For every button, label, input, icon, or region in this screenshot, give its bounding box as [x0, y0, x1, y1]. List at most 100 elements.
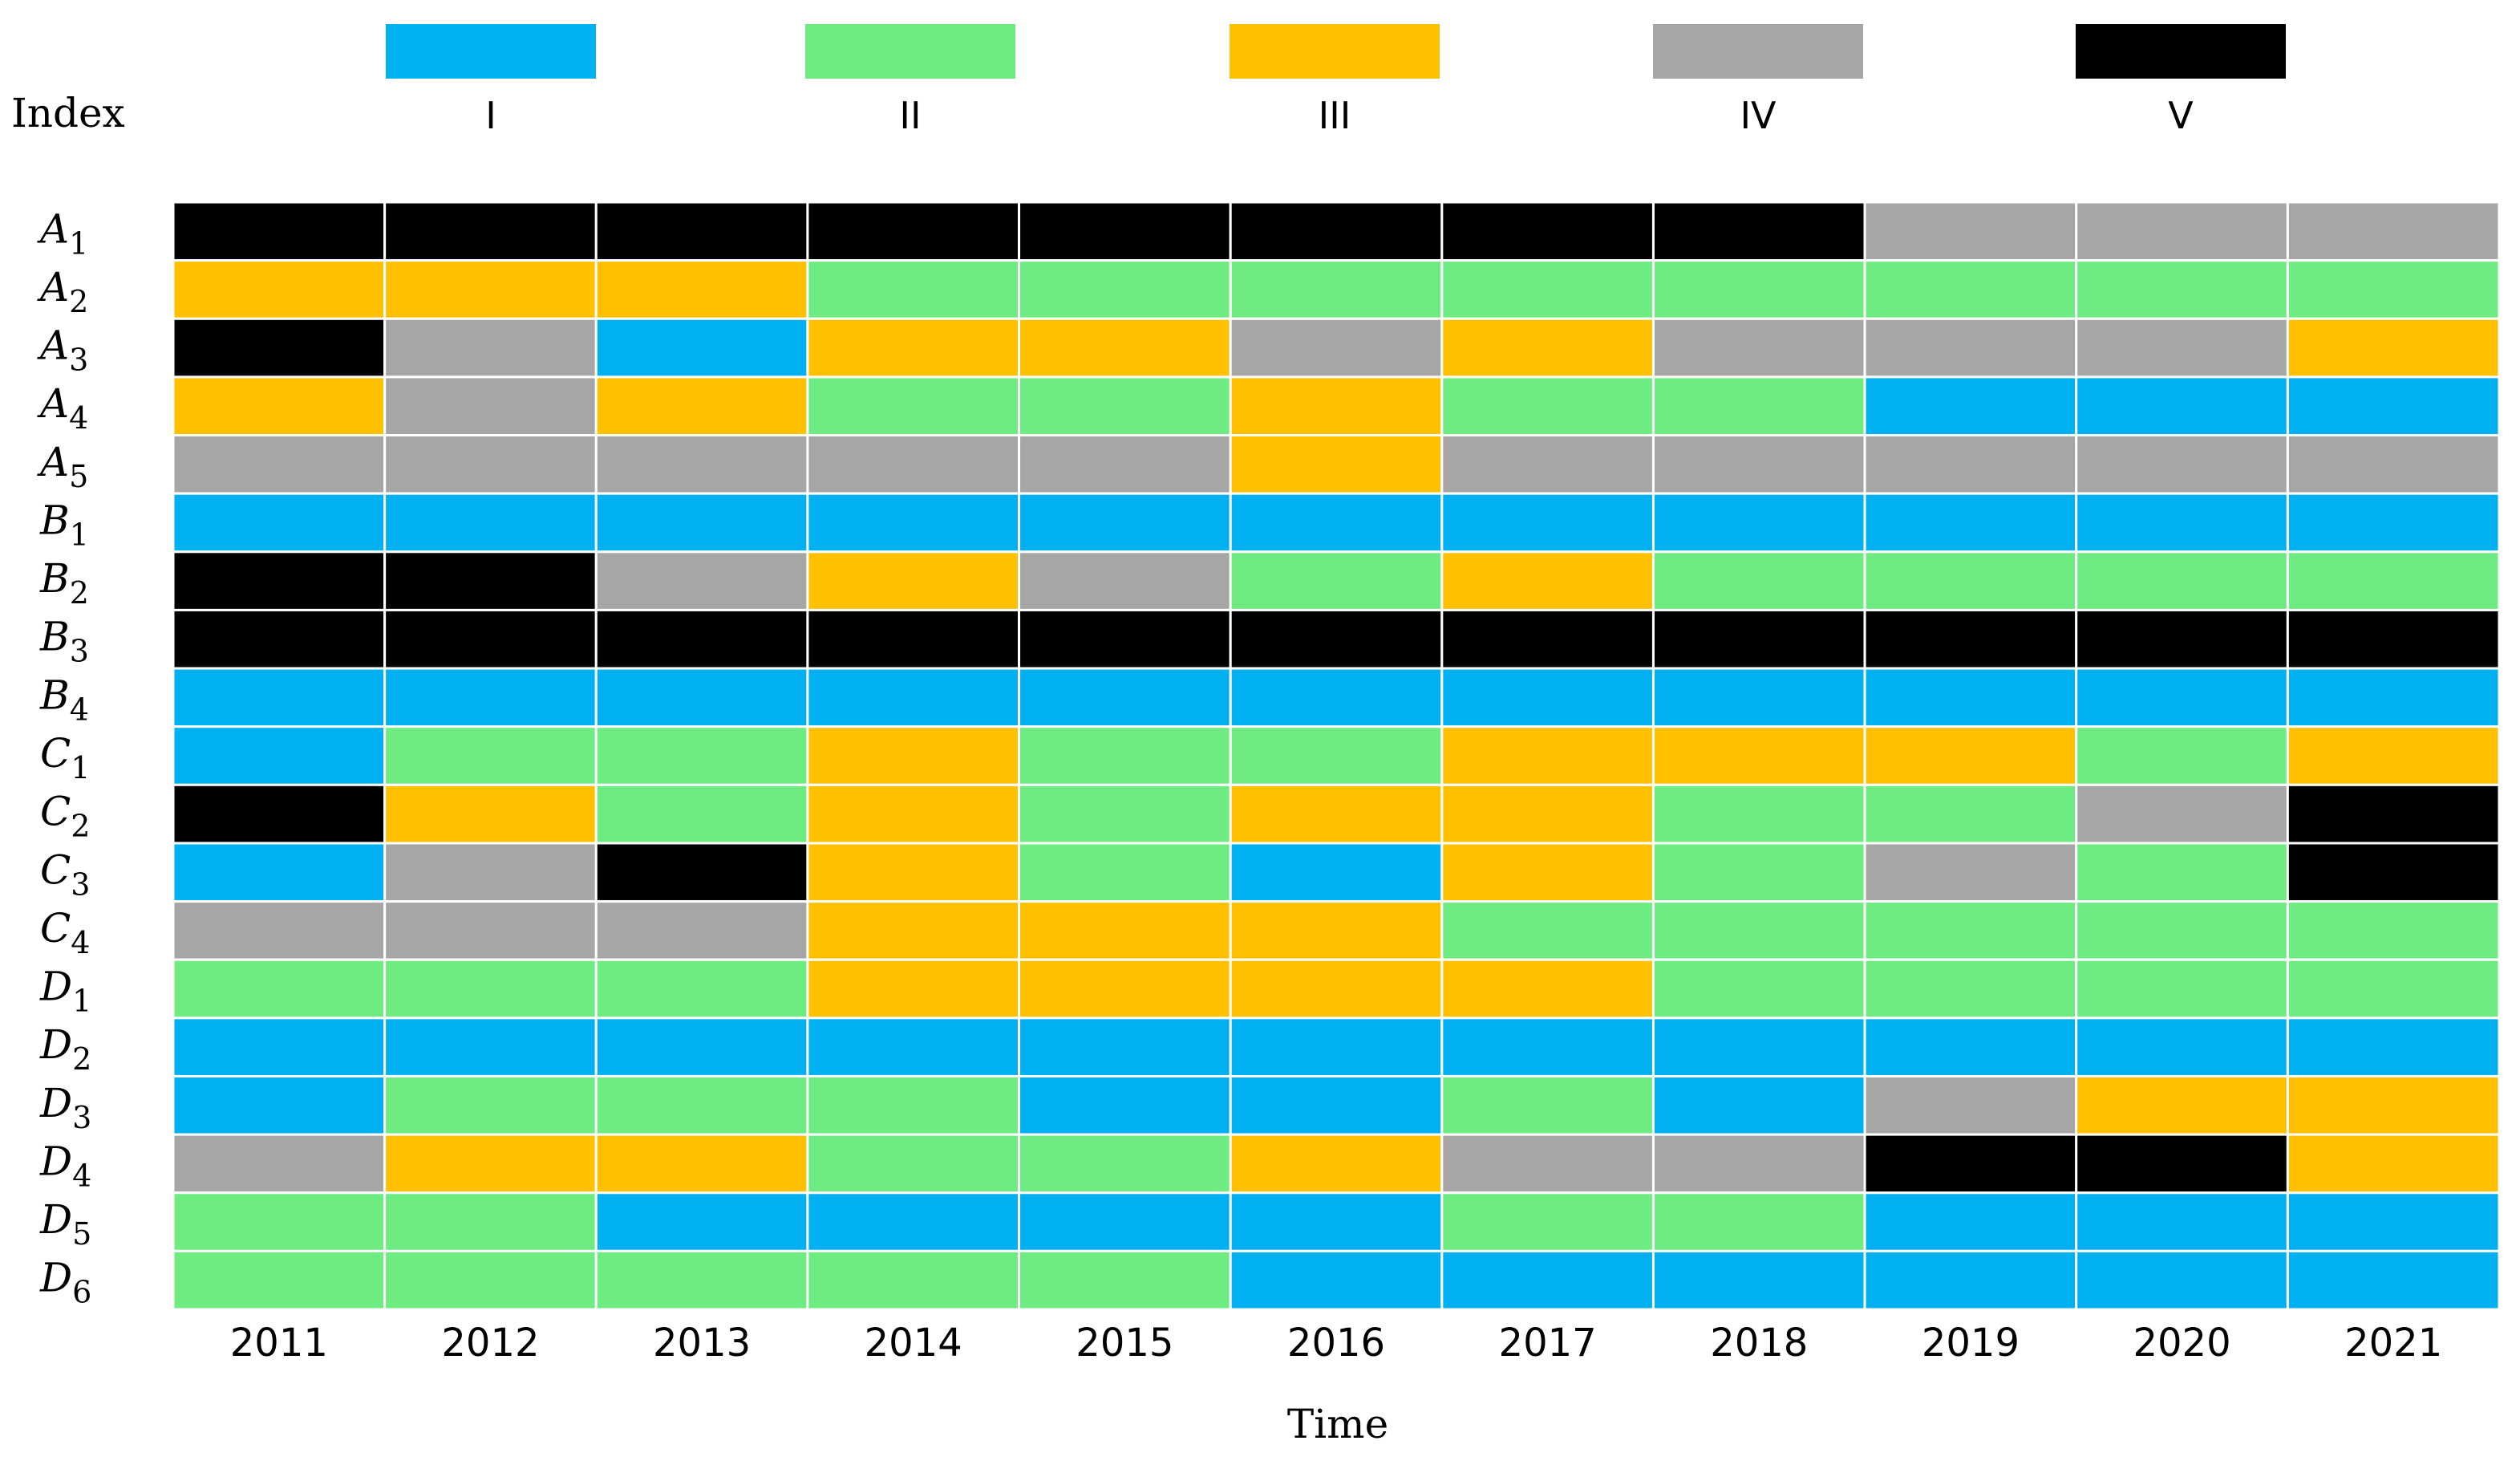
cell-b1-2020	[2075, 492, 2289, 554]
cell-b1-2012	[383, 492, 598, 554]
cell-a2-2014	[806, 259, 1021, 320]
row-label-a4: A4	[37, 380, 88, 436]
cell-c4-2015	[1018, 900, 1232, 961]
cell-c3-2018	[1651, 842, 1866, 903]
cell-d6-2011	[172, 1249, 387, 1311]
cell-c1-2011	[172, 725, 387, 786]
cell-d5-2014	[806, 1191, 1021, 1252]
cell-a1-2019	[1863, 201, 2078, 262]
legend-swatch-ii	[805, 24, 1015, 79]
cell-a3-2011	[172, 317, 387, 379]
cell-c3-2015	[1018, 842, 1232, 903]
cell-b4-2014	[806, 667, 1021, 728]
cell-d1-2019	[1863, 958, 2078, 1020]
cell-c3-2011	[172, 842, 387, 903]
cell-b4-2013	[594, 667, 809, 728]
cell-b2-2016	[1229, 550, 1444, 611]
cell-d5-2018	[1651, 1191, 1866, 1252]
cell-c1-2014	[806, 725, 1021, 786]
cell-d2-2015	[1018, 1017, 1232, 1077]
cell-b3-2013	[594, 608, 809, 670]
row-label-c4: C4	[40, 905, 90, 960]
cell-c3-2016	[1229, 842, 1444, 903]
cell-d5-2019	[1863, 1191, 2078, 1252]
cell-b4-2012	[383, 667, 598, 728]
cell-d6-2021	[2286, 1249, 2501, 1311]
cell-a4-2016	[1229, 375, 1444, 437]
cell-d2-2017	[1440, 1017, 1655, 1077]
cell-a5-2013	[594, 434, 809, 495]
cell-a4-2014	[806, 375, 1021, 437]
cell-d6-2018	[1651, 1249, 1866, 1311]
cell-a2-2016	[1229, 259, 1444, 320]
x-tick-2015: 2015	[1076, 1321, 1173, 1366]
cell-d6-2020	[2075, 1249, 2289, 1311]
cell-c3-2021	[2286, 842, 2501, 903]
cell-d1-2015	[1018, 958, 1232, 1020]
cell-d2-2021	[2286, 1017, 2501, 1077]
legend-swatch-iv	[1653, 24, 1863, 79]
x-tick-2013: 2013	[653, 1321, 751, 1366]
cell-c1-2012	[383, 725, 598, 786]
cell-c4-2012	[383, 900, 598, 961]
cell-b2-2011	[172, 550, 387, 611]
x-tick-2016: 2016	[1287, 1321, 1385, 1366]
cell-d4-2011	[172, 1133, 387, 1195]
x-tick-2020: 2020	[2133, 1321, 2230, 1366]
cell-b3-2019	[1863, 608, 2078, 670]
cell-c1-2017	[1440, 725, 1655, 786]
cell-d4-2012	[383, 1133, 598, 1195]
cell-c4-2011	[172, 900, 387, 961]
cell-c2-2011	[172, 783, 387, 845]
cell-a2-2012	[383, 259, 598, 320]
row-label-d5: D5	[39, 1196, 91, 1252]
cell-b2-2013	[594, 550, 809, 611]
cell-d6-2017	[1440, 1249, 1655, 1311]
cell-d1-2017	[1440, 958, 1655, 1020]
cell-d4-2017	[1440, 1133, 1655, 1195]
cell-d1-2011	[172, 958, 387, 1020]
cell-a3-2014	[806, 317, 1021, 379]
cell-b2-2021	[2286, 550, 2501, 611]
cell-a5-2014	[806, 434, 1021, 495]
cell-b2-2017	[1440, 550, 1655, 611]
cell-d6-2015	[1018, 1249, 1232, 1311]
row-label-c2: C2	[40, 789, 90, 844]
cell-a2-2018	[1651, 259, 1866, 320]
cell-c1-2021	[2286, 725, 2501, 786]
legend-swatch-v	[2076, 24, 2286, 79]
cell-a1-2013	[594, 201, 809, 262]
cell-a4-2018	[1651, 375, 1866, 437]
cell-d1-2016	[1229, 958, 1444, 1020]
row-label-a3: A3	[37, 323, 88, 378]
cell-b4-2019	[1863, 667, 2078, 728]
cell-c4-2013	[594, 900, 809, 961]
cell-d3-2017	[1440, 1074, 1655, 1136]
cell-d3-2020	[2075, 1074, 2289, 1136]
cell-c2-2020	[2075, 783, 2289, 845]
cell-d5-2016	[1229, 1191, 1444, 1252]
cell-d2-2019	[1863, 1017, 2078, 1077]
cell-d3-2011	[172, 1074, 387, 1136]
cell-d5-2020	[2075, 1191, 2289, 1252]
cell-b1-2015	[1018, 492, 1232, 554]
cell-c4-2021	[2286, 900, 2501, 961]
cell-a3-2013	[594, 317, 809, 379]
cell-d4-2014	[806, 1133, 1021, 1195]
cell-d3-2013	[594, 1074, 809, 1136]
cell-a3-2012	[383, 317, 598, 379]
x-tick-2018: 2018	[1710, 1321, 1808, 1366]
cell-a3-2018	[1651, 317, 1866, 379]
cell-d3-2015	[1018, 1074, 1232, 1136]
cell-a2-2020	[2075, 259, 2289, 320]
cell-c2-2019	[1863, 783, 2078, 845]
row-label-a1: A1	[37, 205, 88, 261]
cell-c2-2018	[1651, 783, 1866, 845]
cell-a1-2018	[1651, 201, 1866, 262]
cell-a4-2021	[2286, 375, 2501, 437]
cell-d6-2014	[806, 1249, 1021, 1311]
x-tick-2011: 2011	[230, 1321, 328, 1366]
cell-b2-2018	[1651, 550, 1866, 611]
row-label-a2: A2	[37, 264, 88, 319]
